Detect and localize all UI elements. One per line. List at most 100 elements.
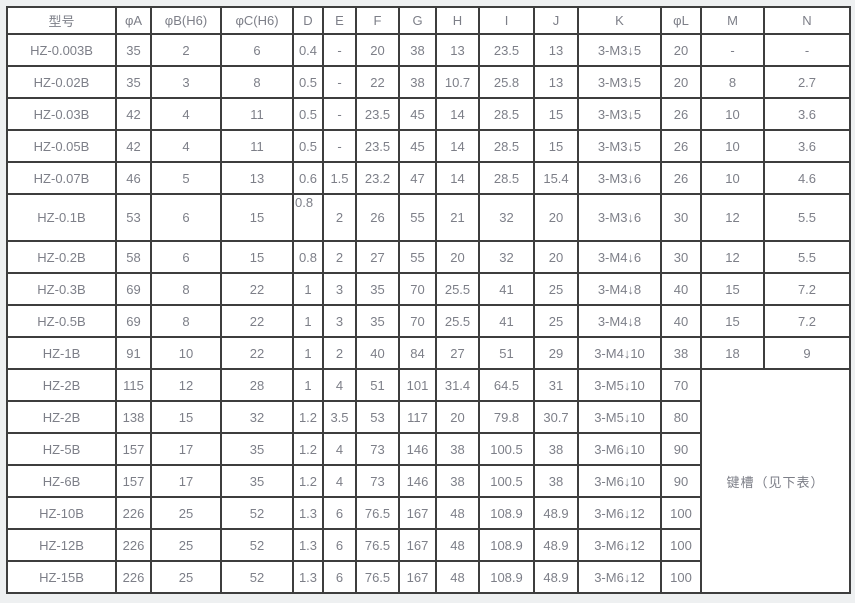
table-cell: 38 — [533, 464, 579, 498]
table-row: HZ-0.3B 69 8 22 1 3 35 70 25.5 41 25 3-M4↓8 40 15 7.2 — [6, 272, 851, 306]
table-cell: 18 — [700, 336, 765, 370]
table-cell: 42 — [115, 97, 152, 131]
table-cell: 45 — [398, 129, 437, 163]
table-cell: 117 — [398, 400, 437, 434]
column-header: φC(H6) — [220, 6, 294, 35]
table-cell: 31 — [533, 368, 579, 402]
table-cell: 79.8 — [478, 400, 535, 434]
table-cell: 26 — [355, 193, 400, 242]
table-cell: 146 — [398, 464, 437, 498]
table-cell: 12 — [700, 240, 765, 274]
table-cell: 30 — [660, 240, 702, 274]
table-cell: 30 — [660, 193, 702, 242]
table-cell: 1 — [292, 304, 324, 338]
table-cell: 167 — [398, 528, 437, 562]
table-row: HZ-0.2B 58 6 15 0.8 2 27 55 20 32 20 3-M4↓6 30 12 5.5 — [6, 240, 851, 274]
table-row: HZ-0.1B 53 6 15 0.8 2 26 55 21 32 20 3-M3↓6 30 12 5.5 — [6, 193, 851, 242]
table-row: HZ-1B 91 10 22 1 2 40 84 27 51 29 3-M4↓10 38 18 9 — [6, 336, 851, 370]
column-header: φA — [115, 6, 152, 35]
table-cell: 3-M5↓10 — [577, 400, 662, 434]
table-cell: 76.5 — [355, 496, 400, 530]
table-cell: 2.7 — [763, 65, 851, 99]
table-cell: 25.5 — [435, 272, 480, 306]
table-cell: 3-M4↓6 — [577, 240, 662, 274]
table-cell: 6 — [220, 33, 294, 67]
table-cell: 73 — [355, 432, 400, 466]
table-cell: 76.5 — [355, 528, 400, 562]
table-cell: HZ-12B — [6, 528, 117, 562]
table-cell: 10 — [700, 129, 765, 163]
table-cell: 100.5 — [478, 464, 535, 498]
column-header: φL — [660, 6, 702, 35]
table-cell: 21 — [435, 193, 480, 242]
table-cell: 17 — [150, 432, 222, 466]
table-cell: 146 — [398, 432, 437, 466]
table-cell: 23.5 — [355, 129, 400, 163]
table-row: HZ-12B 226 25 52 1.3 6 76.5 167 48 108.9 48.9 3-M6↓… — [6, 528, 850, 562]
table-cell: 27 — [355, 240, 400, 274]
column-header: F — [355, 6, 400, 35]
table-cell: HZ-15B — [6, 560, 117, 594]
table-cell: - — [322, 129, 357, 163]
table-cell: 0.5 — [292, 97, 324, 131]
table-cell: 7.2 — [763, 304, 851, 338]
table-row: HZ-2B 115 12 28 1 4 51 101 31.4 64.5 31 3-M5↓10 70 键槽… — [6, 368, 851, 594]
table-cell: 38 — [398, 33, 437, 67]
table-cell: HZ-6B — [6, 464, 117, 498]
table-cell: 58 — [115, 240, 152, 274]
table-cell: 41 — [478, 304, 535, 338]
table-cell: 101 — [398, 368, 437, 402]
column-header: K — [577, 6, 662, 35]
table-cell: 48.9 — [533, 496, 579, 530]
table-cell: 3-M3↓5 — [577, 33, 662, 67]
table-cell: HZ-2B — [6, 368, 117, 402]
table-cell: 226 — [115, 560, 152, 594]
table-cell: HZ-0.07B — [6, 161, 117, 195]
table-cell: 23.5 — [478, 33, 535, 67]
table-row: HZ-0.05B 42 4 11 0.5-23.5 45 14 28.5 15 3-M3↓5 26 1… — [6, 129, 851, 163]
table-cell: 0.6 — [292, 161, 324, 195]
table-cell: 3-M6↓12 — [577, 528, 662, 562]
table-cell: 2 — [150, 33, 222, 67]
table-cell: 100 — [660, 528, 702, 562]
table-cell: 12 — [700, 193, 765, 242]
table-cell: 15.4 — [533, 161, 579, 195]
table-cell: 100 — [660, 496, 702, 530]
table-cell: 20 — [533, 193, 579, 242]
table-cell: 23.5 — [355, 97, 400, 131]
table-cell: 28.5 — [478, 129, 535, 163]
table-cell: 157 — [115, 432, 152, 466]
table-cell: 25 — [533, 272, 579, 306]
table-cell: 6 — [150, 193, 222, 242]
table-cell: HZ-5B — [6, 432, 117, 466]
table-cell: 15 — [700, 304, 765, 338]
table-cell: 12 — [150, 368, 222, 402]
table-cell: 15 — [533, 97, 579, 131]
table-row: HZ-10B 226 25 52 1.3 6 76.5 167 48 108.9 48.9 3-M6↓… — [6, 496, 850, 530]
table-cell: 28.5 — [478, 161, 535, 195]
table-cell: 3-M4↓8 — [577, 304, 662, 338]
table-cell: 30.7 — [533, 400, 579, 434]
table-cell: 3 — [150, 65, 222, 99]
table-cell: 55 — [398, 193, 437, 242]
table-cell: 48.9 — [533, 560, 579, 594]
table-cell: 8 — [220, 65, 294, 99]
table-cell: 167 — [398, 560, 437, 594]
table-cell: 14 — [435, 161, 480, 195]
table-cell: 4 — [150, 97, 222, 131]
table-cell: - — [700, 33, 765, 67]
table-cell: 38 — [533, 432, 579, 466]
table-cell: 32 — [220, 400, 294, 434]
table-cell: 73 — [355, 464, 400, 498]
table-cell: 48 — [435, 528, 480, 562]
table-cell: 28 — [220, 368, 294, 402]
column-header: I — [478, 6, 535, 35]
table-cell: 1.2 — [292, 432, 324, 466]
table-cell: 5.5 — [763, 240, 851, 274]
table-cell: 3-M6↓10 — [577, 464, 662, 498]
table-row: HZ-0.07B 46 5 13 0.6 1.5 23.2 47 14 28.5 15.4 3-M3↓… — [6, 161, 851, 195]
table-cell: 3.5 — [322, 400, 357, 434]
table-cell: - — [763, 33, 851, 67]
column-header: J — [533, 6, 579, 35]
